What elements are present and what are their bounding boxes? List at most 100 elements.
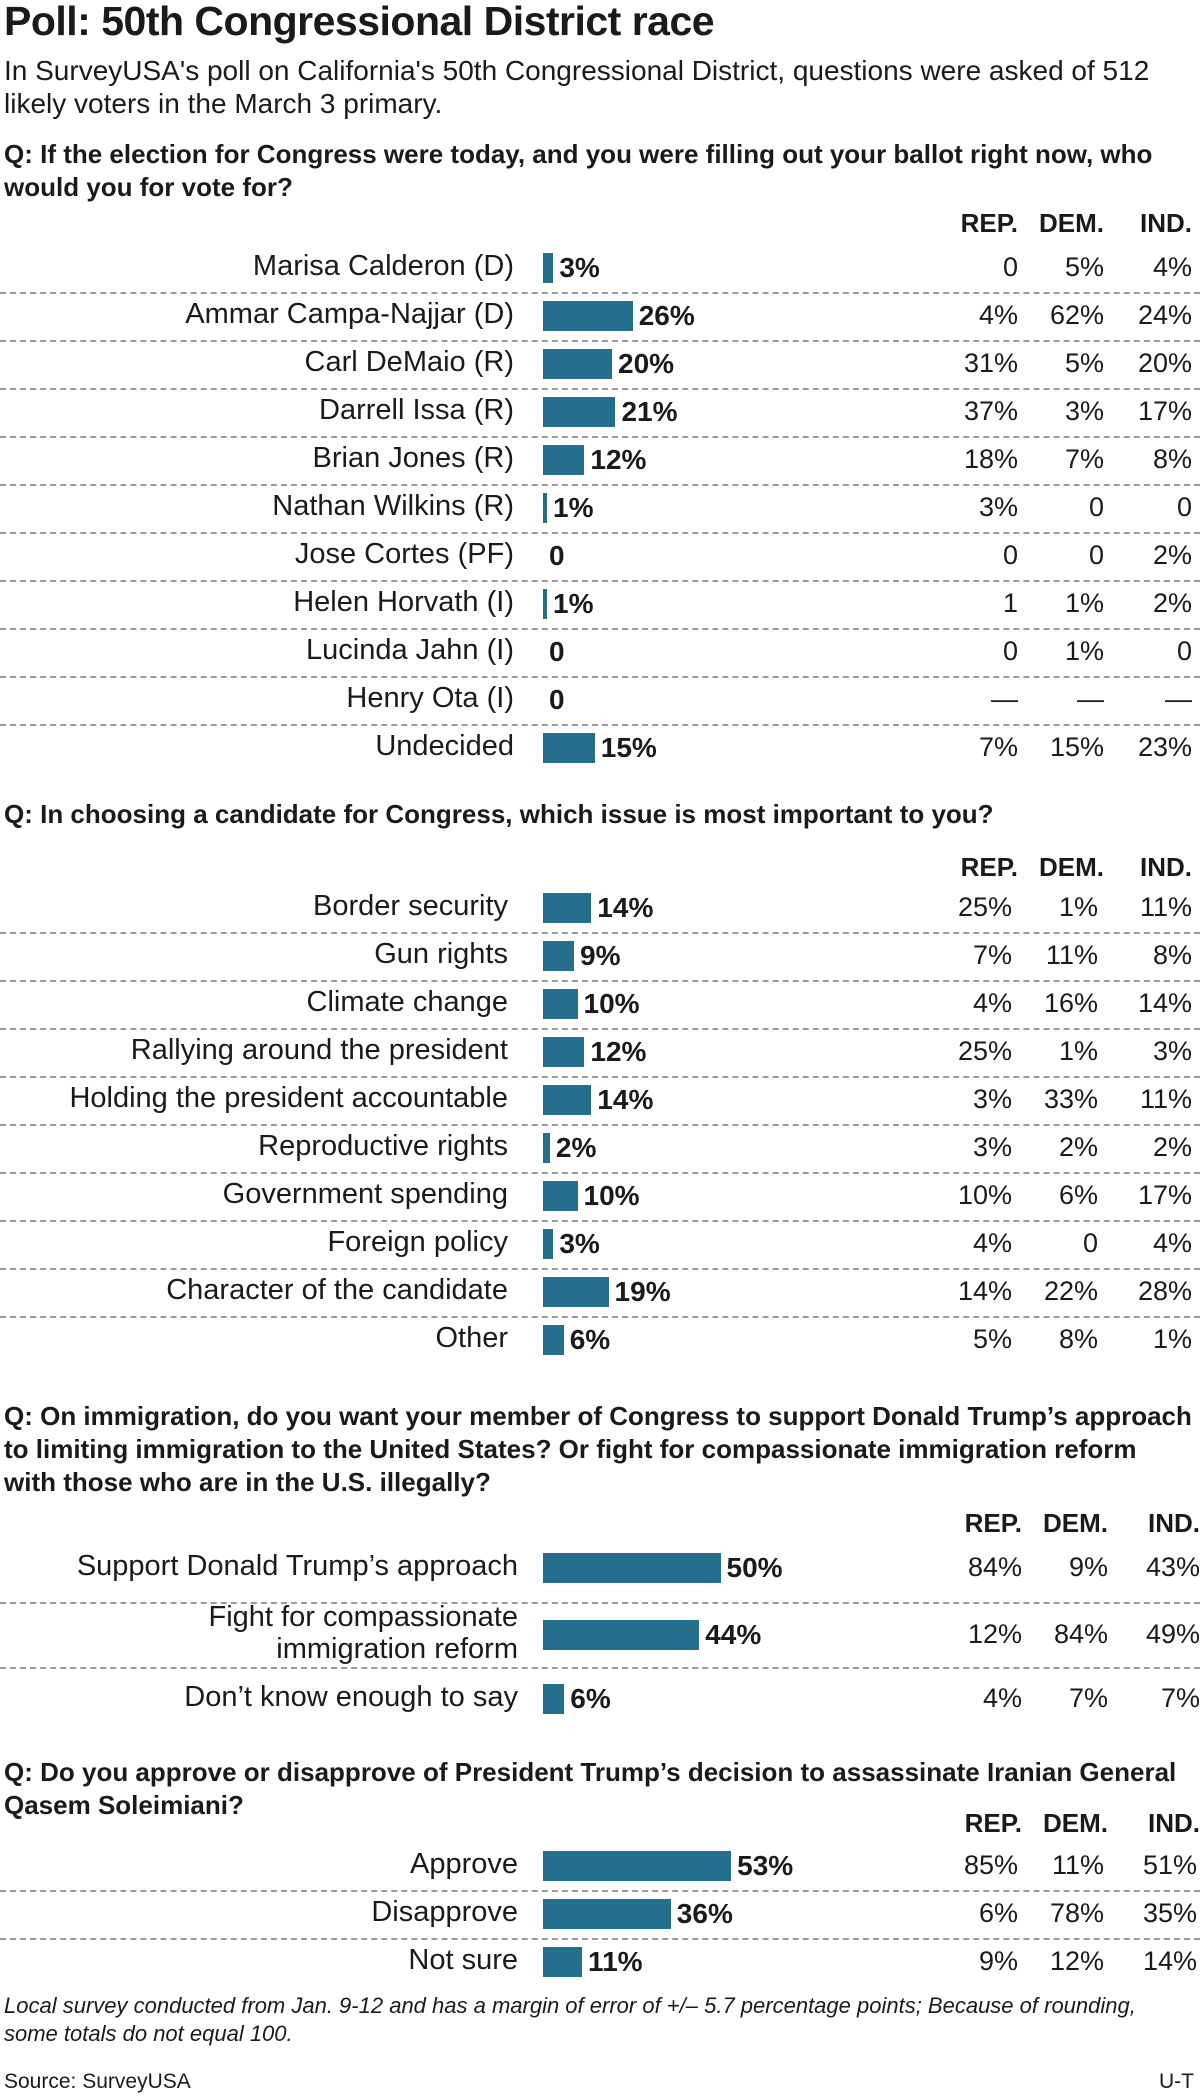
breakdown-cell: 7% [978, 732, 1018, 762]
breakdown-cell: 15% [1049, 732, 1104, 762]
breakdown-cell: 5% [1064, 252, 1104, 282]
row-label: Foreign policy [327, 1226, 508, 1258]
breakdown-cell: 3% [1064, 396, 1104, 426]
question-1: Q: If the election for Congress were tod… [4, 139, 1153, 202]
breakdown-cell: 84% [1053, 1619, 1108, 1649]
row-divider [0, 932, 1200, 934]
breakdown-cell: 1% [1064, 588, 1104, 618]
breakdown-cell: 85% [963, 1850, 1018, 1880]
breakdown-cell: — [991, 684, 1018, 714]
bar-value-label: 6% [569, 1324, 611, 1355]
breakdown-cell: 2% [1152, 540, 1192, 570]
breakdown-cell: 1% [1058, 892, 1098, 922]
bar-value-label: 15% [600, 732, 657, 763]
breakdown-cell: — [1077, 684, 1104, 714]
row-label: Brian Jones (R) [312, 442, 514, 474]
row-divider [0, 1890, 1200, 1892]
row-label: Government spending [222, 1178, 508, 1210]
breakdown-cell: 16% [1043, 988, 1098, 1018]
row-label: Helen Horvath (I) [293, 586, 514, 618]
row-divider [0, 724, 1200, 726]
breakdown-cell: 12% [1049, 1946, 1104, 1976]
breakdown-cell: 14% [1142, 1946, 1197, 1976]
breakdown-cell: 0 [1088, 540, 1104, 570]
bar-value-label: 0 [549, 540, 565, 571]
data-bar [543, 1085, 592, 1115]
row-divider [0, 1938, 1200, 1940]
row-label: Don’t know enough to say [184, 1681, 518, 1713]
breakdown-cell: 7% [1068, 1683, 1108, 1713]
data-bar [543, 1133, 550, 1163]
column-header: DEM. [1043, 1508, 1108, 1538]
subtitle: In SurveyUSA's poll on California's 50th… [4, 55, 1150, 119]
row-divider [0, 388, 1200, 390]
row-divider [0, 980, 1200, 982]
question-4: Q: Do you approve or disapprove of Presi… [4, 1757, 1177, 1820]
breakdown-cell: 1% [1064, 636, 1104, 666]
bar-value-label: 14% [597, 1084, 654, 1115]
row-label: Not sure [408, 1944, 518, 1976]
breakdown-cell: 2% [1058, 1132, 1098, 1162]
breakdown-cell: 4% [978, 300, 1018, 330]
breakdown-cell: 6% [1058, 1180, 1098, 1210]
row-divider [0, 484, 1200, 486]
breakdown-cell: 78% [1049, 1898, 1104, 1928]
breakdown-cell: 0 [1176, 492, 1192, 522]
breakdown-cell: 84% [967, 1552, 1022, 1582]
row-label: Rallying around the president [130, 1034, 508, 1066]
breakdown-cell: 0 [1002, 636, 1018, 666]
breakdown-cell: 35% [1142, 1898, 1197, 1928]
data-bar [543, 1325, 564, 1355]
row-label: Ammar Campa-Najjar (D) [185, 298, 514, 330]
column-header: REP. [960, 852, 1018, 882]
breakdown-cell: 11% [1139, 892, 1192, 922]
data-bar [543, 1037, 585, 1067]
column-header: DEM. [1039, 852, 1104, 882]
bar-value-label: 9% [580, 940, 621, 971]
row-label: Undecided [375, 730, 514, 762]
breakdown-cell: 1 [1002, 588, 1018, 618]
breakdown-cell: 3% [972, 1084, 1012, 1114]
column-header: IND. [1148, 1808, 1200, 1838]
bar-value-label: 53% [737, 1850, 794, 1881]
breakdown-cell: 4% [1152, 252, 1192, 282]
column-header: DEM. [1043, 1808, 1108, 1838]
data-bar [543, 989, 578, 1019]
breakdown-cell: 5% [972, 1324, 1012, 1354]
breakdown-cell: 1% [1152, 1324, 1192, 1354]
data-bar [543, 301, 633, 331]
data-bar [543, 589, 547, 619]
row-label: immigration reform [276, 1633, 518, 1665]
bar-value-label: 44% [705, 1619, 762, 1650]
data-bar [543, 893, 592, 923]
data-bar [543, 1851, 732, 1881]
row-label: Henry Ota (I) [346, 682, 514, 714]
row-label: Carl DeMaio (R) [304, 346, 514, 378]
bar-value-label: 12% [590, 1036, 647, 1067]
row-divider [0, 628, 1200, 630]
row-label: Darrell Issa (R) [319, 394, 514, 426]
data-bar [543, 1181, 578, 1211]
page-title: Poll: 50th Congressional District race [4, 0, 715, 44]
breakdown-cell: 62% [1049, 300, 1104, 330]
breakdown-cell: 22% [1043, 1276, 1098, 1306]
row-label: Climate change [306, 986, 509, 1018]
breakdown-cell: 9% [978, 1946, 1018, 1976]
bar-value-label: 6% [570, 1683, 611, 1714]
row-label: Holding the president accountable [69, 1082, 508, 1114]
column-header: REP. [960, 208, 1018, 238]
data-bar [543, 253, 554, 283]
row-divider [0, 340, 1200, 342]
row-label: Character of the candidate [166, 1274, 508, 1306]
data-bar [543, 397, 616, 427]
row-label: Jose Cortes (PF) [294, 538, 514, 570]
row-divider [0, 532, 1200, 534]
breakdown-cell: 2% [1152, 1132, 1192, 1162]
bar-value-label: 12% [590, 444, 647, 475]
row-divider [0, 292, 1200, 294]
breakdown-cell: 7% [1064, 444, 1104, 474]
row-label: Support Donald Trump’s approach [76, 1550, 518, 1582]
breakdown-cell: 43% [1145, 1552, 1200, 1582]
row-divider [0, 1601, 1200, 1604]
